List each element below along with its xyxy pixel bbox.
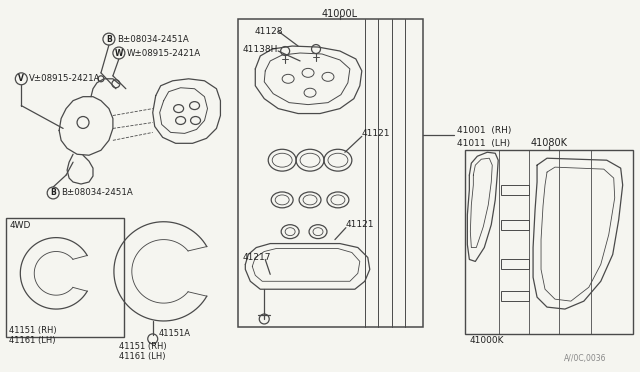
Text: B: B [106, 35, 112, 44]
Bar [238, 19, 422, 327]
Text: W±08915-2421A: W±08915-2421A [127, 48, 201, 58]
Text: 41000L: 41000L [322, 9, 358, 19]
Text: 41080K: 41080K [531, 138, 568, 148]
Text: 41217: 41217 [243, 253, 271, 262]
Text: 41000K: 41000K [469, 336, 504, 345]
Text: B±08034-2451A: B±08034-2451A [61, 189, 133, 198]
Bar [501, 259, 529, 269]
Bar [6, 218, 124, 337]
Text: 41151 (RH): 41151 (RH) [119, 342, 166, 351]
Text: 41121: 41121 [362, 129, 390, 138]
Bar [501, 220, 529, 230]
Text: 41001  (RH): 41001 (RH) [458, 126, 512, 135]
Text: 41161 (LH): 41161 (LH) [10, 336, 56, 345]
Text: 41151A: 41151A [159, 329, 191, 339]
Bar [465, 150, 632, 334]
Text: V±08915-2421A: V±08915-2421A [29, 74, 100, 83]
Text: 41128: 41128 [254, 27, 283, 36]
Text: 41138H: 41138H [243, 45, 278, 54]
Text: W: W [115, 48, 123, 58]
Bar [501, 185, 529, 195]
Text: 41151 (RH): 41151 (RH) [10, 326, 57, 336]
Text: 4WD: 4WD [10, 221, 31, 230]
Text: 41121: 41121 [346, 220, 374, 229]
Text: A//0C,0036: A//0C,0036 [564, 354, 607, 363]
Text: V: V [19, 74, 24, 83]
Text: 41011  (LH): 41011 (LH) [458, 139, 511, 148]
Bar [501, 291, 529, 301]
Text: B: B [51, 189, 56, 198]
Text: B±08034-2451A: B±08034-2451A [117, 35, 189, 44]
Text: 41161 (LH): 41161 (LH) [119, 352, 165, 361]
